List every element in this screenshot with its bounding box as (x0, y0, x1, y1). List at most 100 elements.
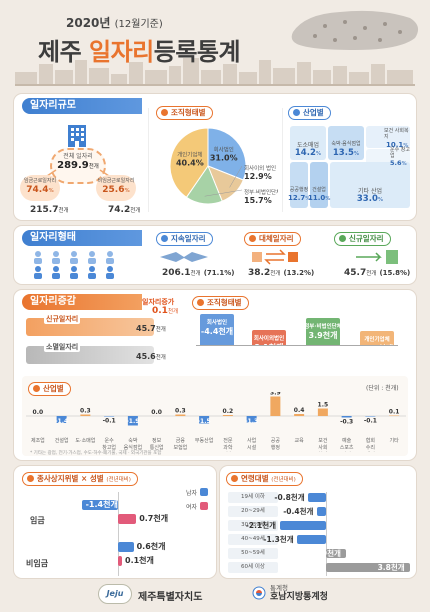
industry-bar-value: 0.2 (223, 408, 234, 415)
age-category-label: 30~39세 (228, 520, 278, 531)
total-jobs-value: 289.9천개 (57, 160, 99, 171)
type-new-label: 신규일자리 (334, 232, 391, 246)
industry-bar (222, 415, 233, 416)
age-bar-value: -0.8천개 (274, 493, 305, 502)
industry-category-label: 보건 (318, 437, 328, 444)
industry-tile (290, 126, 326, 160)
org-change-baseline (196, 345, 398, 346)
pie-label: 회사법인 (214, 145, 234, 153)
divider (282, 108, 283, 212)
jeju-map-illustration (291, 10, 419, 50)
pie-leader (204, 189, 243, 197)
age-bar (326, 563, 410, 572)
industry-value: 33.0% (356, 194, 384, 204)
industry-category-label: 복지 (318, 451, 327, 452)
scale-heading: 일자리규모 (22, 98, 142, 114)
age-bar (297, 535, 326, 544)
gone-jobs-label: 소멸일자리 (44, 342, 81, 352)
zero-axis (118, 492, 119, 576)
industry-change-unit: (단위 : 천개) (366, 385, 399, 392)
org-change-building (252, 330, 286, 345)
industry-category-label: 여가 (342, 451, 352, 452)
industry-bar (80, 414, 91, 416)
industry-label: 도소매업 (296, 142, 320, 149)
industry-bar-value: 1.5 (318, 402, 329, 409)
industry-value: 11.0% (308, 194, 331, 202)
industry-category-label: 사업 (247, 437, 256, 444)
age-category-label: 19세 이하 (228, 492, 278, 503)
industry-label: 운수 창고업 (390, 147, 410, 159)
pie-label: 정부·비법인단체 (244, 188, 278, 196)
industry-bar (389, 415, 400, 416)
org-change-label: 회사법인 (206, 320, 228, 327)
industry-bar (317, 408, 328, 416)
org-change-value: -1.4천개 (360, 344, 394, 353)
industry-tile (366, 126, 410, 148)
pie-leader (229, 165, 243, 188)
industry-label: 기타 산업 (358, 188, 382, 195)
handshake-icon (160, 252, 208, 262)
age-bar (317, 507, 326, 516)
new-jobs-value: 45.7천개 (136, 324, 166, 333)
sex-bar-value: 0.1천개 (125, 556, 154, 565)
industry-bar (246, 416, 257, 423)
change-heading: 일자리증감 (22, 294, 142, 310)
industry-bar-value: -1.9 (126, 418, 139, 425)
industry-label: 보건 사회복지 (384, 128, 409, 140)
building-icon (68, 125, 86, 147)
industry-category-label: 금융 (176, 438, 186, 444)
industry-category-label: 기술 (223, 451, 233, 452)
pie-label: 회사이외 법인 (244, 164, 276, 172)
industry-change-footnote: * 기타는 광업, 전기·가스업, 수도·하수·폐기물, 국제 · 외국기관을 … (30, 451, 162, 456)
report-year: 2020년 (66, 16, 111, 30)
nonwage-jobs-share: 25.6% (102, 185, 130, 195)
total-jobs-circle (50, 148, 106, 184)
type-replacement-label: 대체일자리 (244, 232, 301, 246)
industry-bar (294, 414, 305, 416)
pie-label: 개인기업체 (177, 150, 202, 158)
divider (148, 108, 149, 212)
org-change-building (200, 314, 234, 345)
wage-jobs-label: 임금근로일자리 (23, 178, 57, 184)
industry-bar (270, 396, 281, 416)
sex-bar (118, 514, 137, 524)
industry-category-label: 수리 (366, 444, 375, 451)
org-heading: 조직형태별 (156, 106, 213, 120)
statistics-korea-logo-icon (252, 586, 266, 600)
industry-bar-value: -0.1 (364, 418, 377, 425)
industry-category-label: 교육 (295, 438, 305, 444)
industry-category-label: 개인 (366, 451, 376, 452)
type-continuing-value: 206.1천개 (71.1%) (162, 268, 235, 278)
industry-category-label: 기타 (390, 437, 400, 444)
wage-label: 임금 (30, 516, 45, 525)
org-change-value: 2.1천개 (254, 343, 284, 353)
jeju-logo: Jeju (98, 584, 132, 604)
footer-jeju-province: 제주특별자치도 (138, 592, 203, 603)
age-bar (279, 521, 326, 530)
net-increase-label: 일자리증가 (142, 298, 175, 306)
industry-bar-value: 0.4 (294, 407, 305, 414)
type-replacement-value: 38.2천개 (13.2%) (248, 268, 315, 278)
industry-value: 12.7% (288, 194, 311, 202)
people-grid-icon (34, 251, 114, 279)
swap-arrows-icon (252, 249, 298, 265)
industry-bar (175, 414, 186, 416)
industry-bar-value: 3.9 (270, 392, 281, 397)
industry-category-label: 운수 (105, 438, 115, 444)
age-bar-value: -2.1천개 (245, 521, 276, 530)
org-change-value: -4.4천개 (200, 327, 234, 337)
org-change-label: 회사이외법인 (253, 336, 285, 343)
industry-bar-value: 0.0 (33, 409, 44, 416)
sex-bar (118, 542, 134, 552)
type-continuing-label: 지속일자리 (156, 232, 213, 246)
industry-label: 숙박·음식점업 (331, 141, 361, 147)
wage-jobs-count: 215.7천개 (30, 205, 69, 215)
age-bar-value: 3.8천개 (377, 563, 405, 572)
net-increase-value: 0.1천개 (152, 306, 179, 316)
age-category-label: 20~29세 (228, 506, 278, 517)
industry-category-label: 음식점업 (124, 444, 142, 451)
industry-bar-value: -1.3 (245, 418, 258, 425)
industry-category-label: 통신업 (150, 444, 164, 451)
page-title: 제주 일자리등록통계 (38, 38, 241, 66)
